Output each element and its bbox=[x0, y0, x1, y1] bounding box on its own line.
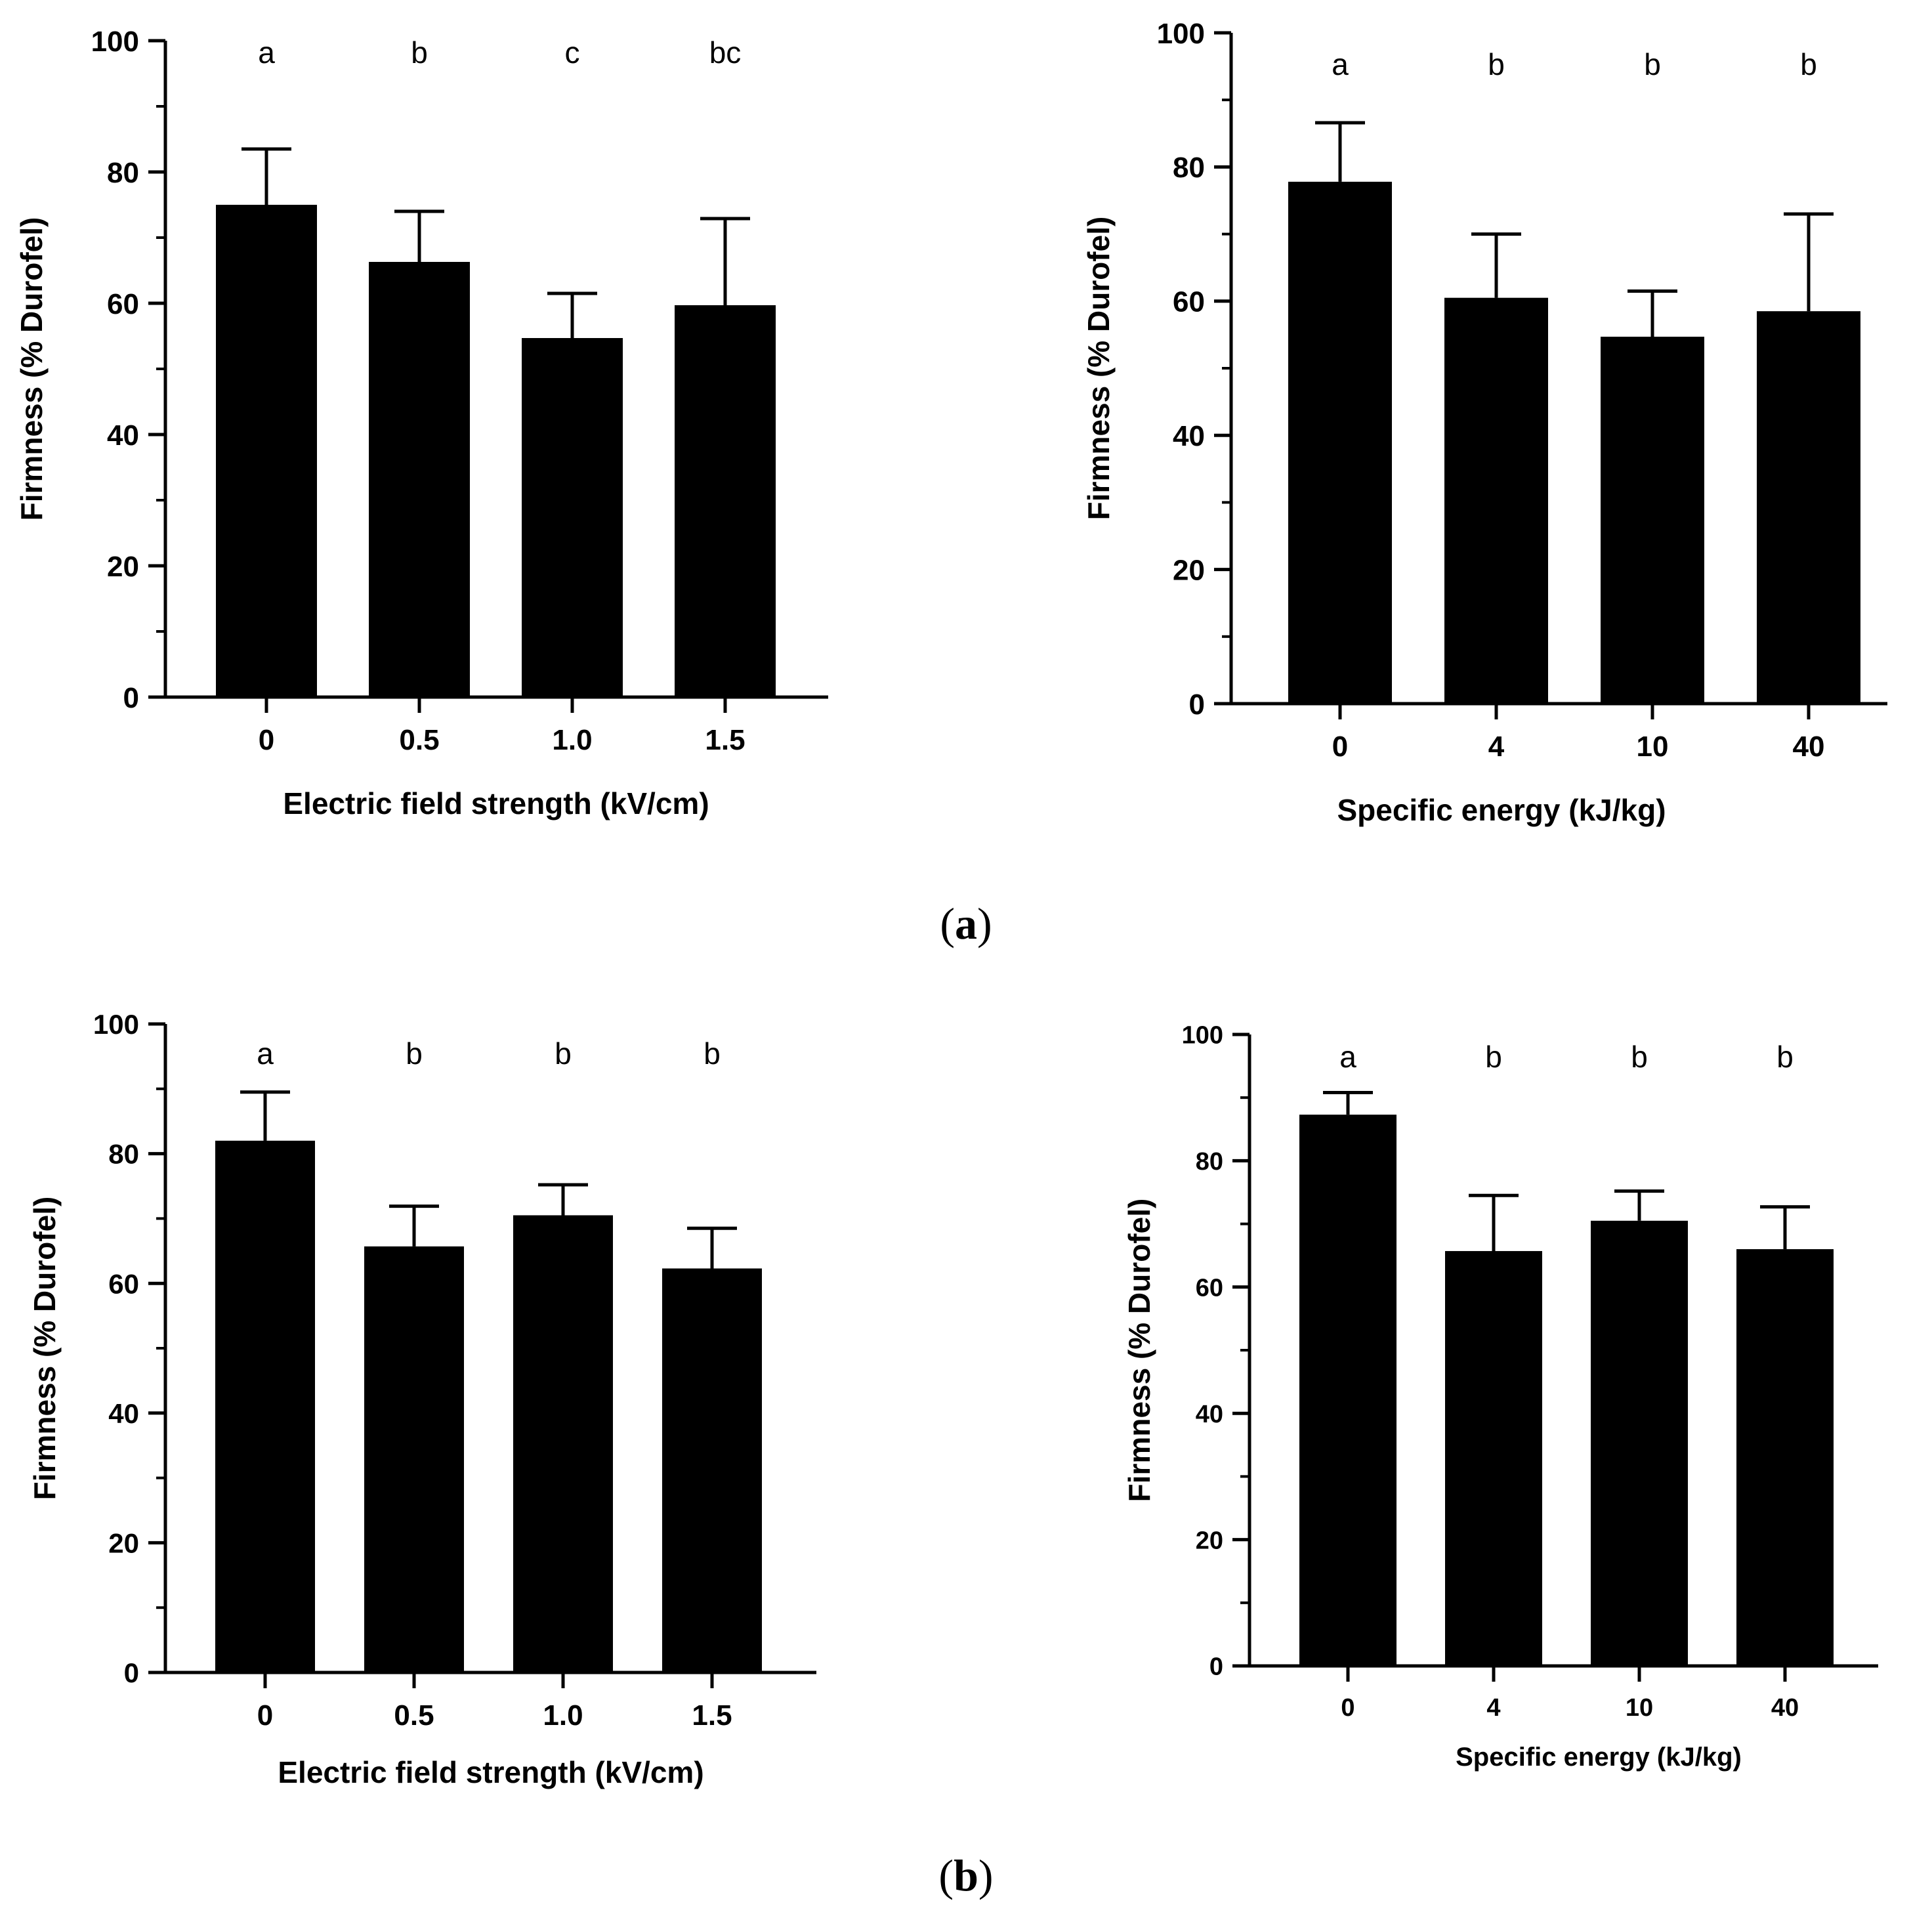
x-axis-title-a-left: Electric field strength (kV/cm) bbox=[283, 786, 709, 820]
panel-caption-a-letter: a bbox=[955, 899, 977, 948]
y-tick-label-b-left-2: 40 bbox=[108, 1398, 139, 1429]
bar-b-left-2 bbox=[513, 1215, 613, 1672]
bar-b-right-2 bbox=[1591, 1220, 1688, 1666]
bar-a-left-3 bbox=[675, 305, 776, 697]
significance-letter-a-left-3: bc bbox=[709, 35, 742, 70]
y-tick-label-b-left-3: 60 bbox=[108, 1268, 139, 1299]
y-tick-label-b-right-4: 80 bbox=[1196, 1148, 1223, 1176]
y-tick-label-a-right-1: 20 bbox=[1173, 554, 1205, 586]
significance-letter-b-left-3: b bbox=[704, 1036, 721, 1071]
x-tick-label-b-left-2: 1.0 bbox=[543, 1699, 583, 1732]
bar-a-right-2 bbox=[1601, 336, 1704, 704]
chart-a-right: a b b b 0 20 40 60 80 100 0 4 10 40 Specific energy (k… bbox=[1082, 18, 1887, 827]
x-axis-title-b-left: Electric field strength (kV/cm) bbox=[278, 1755, 704, 1789]
y-tick-label-b-right-5: 100 bbox=[1182, 1022, 1223, 1050]
bar-a-left-1 bbox=[369, 262, 470, 697]
panel-caption-a: (a) bbox=[940, 899, 992, 948]
bar-a-left-0 bbox=[216, 205, 317, 697]
y-tick-label-b-right-0: 0 bbox=[1209, 1653, 1223, 1681]
y-tick-label-a-right-4: 80 bbox=[1173, 152, 1205, 184]
x-tick-label-a-right-0: 0 bbox=[1332, 731, 1348, 763]
panel-caption-b-close: ) bbox=[978, 1850, 994, 1900]
bar-b-left-1 bbox=[364, 1246, 464, 1672]
significance-letter-a-right-3: b bbox=[1800, 47, 1817, 81]
x-tick-label-a-left-0: 0 bbox=[259, 724, 274, 756]
significance-letter-b-right-1: b bbox=[1485, 1040, 1502, 1074]
significance-letter-a-right-0: a bbox=[1332, 47, 1349, 81]
significance-letter-a-right-2: b bbox=[1644, 47, 1661, 81]
panel-caption-a-close: ) bbox=[977, 899, 992, 948]
panel-caption-b: (b) bbox=[938, 1850, 993, 1900]
x-tick-label-b-right-0: 0 bbox=[1341, 1694, 1354, 1722]
chart-b-left: a b b b 0 20 40 60 80 100 0 0.5 1.0 1.5 Electric field… bbox=[28, 1009, 816, 1789]
y-tick-label-a-left-4: 80 bbox=[107, 157, 139, 189]
x-tick-label-a-right-3: 40 bbox=[1793, 731, 1825, 763]
x-tick-label-b-left-0: 0 bbox=[257, 1699, 273, 1732]
significance-letter-b-left-2: b bbox=[555, 1036, 572, 1071]
panel-caption-a-open: ( bbox=[940, 899, 955, 948]
chart-b-right: a b b b 0 20 40 60 80 100 0 4 10 40 Specific energy (k… bbox=[1122, 1022, 1878, 1772]
y-tick-label-a-right-2: 40 bbox=[1173, 420, 1205, 452]
y-axis-title-a-right: Firmness (% Durofel) bbox=[1082, 217, 1116, 521]
y-tick-label-b-right-3: 60 bbox=[1196, 1274, 1223, 1302]
significance-letter-b-left-0: a bbox=[257, 1036, 274, 1071]
x-tick-label-b-right-3: 40 bbox=[1771, 1694, 1799, 1722]
x-tick-label-b-right-1: 4 bbox=[1486, 1694, 1500, 1722]
y-tick-label-a-right-3: 60 bbox=[1173, 286, 1205, 318]
bar-b-right-3 bbox=[1736, 1249, 1834, 1666]
x-tick-label-b-right-2: 10 bbox=[1626, 1694, 1653, 1722]
bar-b-right-1 bbox=[1445, 1250, 1542, 1666]
bar-b-left-0 bbox=[215, 1140, 315, 1672]
significance-letter-a-left-2: c bbox=[565, 35, 580, 70]
significance-letter-a-right-1: b bbox=[1488, 47, 1505, 81]
bar-b-right-0 bbox=[1299, 1115, 1396, 1666]
significance-letter-b-right-3: b bbox=[1776, 1040, 1794, 1074]
x-tick-label-b-left-1: 0.5 bbox=[394, 1699, 434, 1732]
x-axis-title-a-right: Specific energy (kJ/kg) bbox=[1337, 793, 1666, 827]
y-tick-label-b-left-0: 0 bbox=[124, 1657, 139, 1688]
y-tick-label-b-left-5: 100 bbox=[93, 1009, 139, 1040]
bar-a-right-3 bbox=[1757, 311, 1860, 704]
significance-letter-a-left-0: a bbox=[258, 35, 275, 70]
significance-letter-b-left-1: b bbox=[406, 1036, 423, 1071]
x-tick-label-a-right-2: 10 bbox=[1637, 731, 1669, 763]
y-tick-label-b-right-1: 20 bbox=[1196, 1527, 1223, 1554]
y-tick-label-b-right-2: 40 bbox=[1196, 1401, 1223, 1428]
significance-letter-b-right-2: b bbox=[1631, 1040, 1648, 1074]
significance-letter-b-right-0: a bbox=[1339, 1040, 1356, 1074]
panel-caption-b-letter: b bbox=[954, 1850, 978, 1900]
y-tick-label-a-left-2: 40 bbox=[107, 419, 139, 452]
y-tick-label-a-right-0: 0 bbox=[1189, 689, 1205, 721]
y-tick-label-a-left-5: 100 bbox=[91, 26, 139, 58]
y-tick-label-b-left-1: 20 bbox=[108, 1528, 139, 1559]
y-tick-label-a-left-3: 60 bbox=[107, 288, 139, 320]
bar-b-left-3 bbox=[662, 1268, 762, 1672]
y-tick-label-b-left-4: 80 bbox=[108, 1139, 139, 1170]
y-axis-title-b-right: Firmness (% Durofel) bbox=[1122, 1199, 1156, 1502]
x-tick-label-b-left-3: 1.5 bbox=[692, 1699, 732, 1732]
y-axis-title-b-left: Firmness (% Durofel) bbox=[28, 1197, 62, 1501]
x-tick-label-a-right-1: 4 bbox=[1488, 731, 1505, 763]
bar-a-right-1 bbox=[1444, 297, 1548, 704]
y-axis-title-a-left: Firmness (% Durofel) bbox=[14, 217, 49, 521]
y-tick-label-a-left-1: 20 bbox=[107, 551, 139, 583]
x-tick-label-a-left-3: 1.5 bbox=[705, 724, 745, 756]
x-tick-label-a-left-1: 0.5 bbox=[399, 724, 439, 756]
y-tick-label-a-left-0: 0 bbox=[123, 682, 139, 714]
bar-a-right-0 bbox=[1288, 181, 1392, 704]
significance-letter-a-left-1: b bbox=[411, 35, 428, 70]
panel-caption-b-open: ( bbox=[938, 1850, 954, 1900]
x-axis-title-b-right: Specific energy (kJ/kg) bbox=[1456, 1743, 1742, 1772]
y-tick-label-a-right-5: 100 bbox=[1157, 18, 1205, 50]
bar-a-left-2 bbox=[522, 338, 623, 697]
x-tick-label-a-left-2: 1.0 bbox=[552, 724, 592, 756]
